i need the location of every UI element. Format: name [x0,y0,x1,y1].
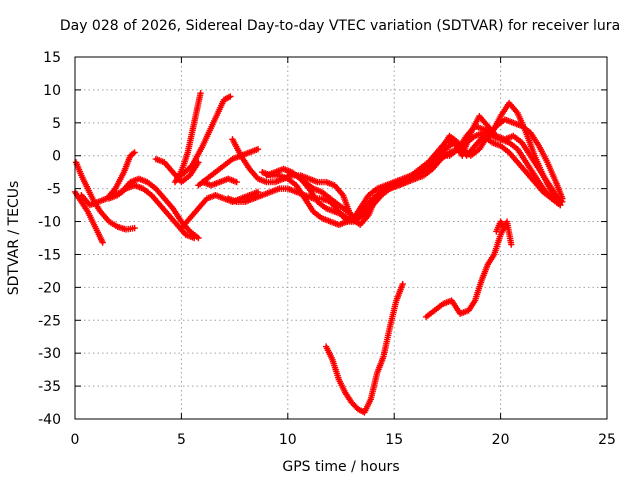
data-point [227,93,234,100]
y-axis-label: SDTVAR / TECUs [6,181,22,296]
series-arc-19 [493,218,509,235]
data-point [195,234,202,242]
series-line [324,282,405,414]
data-point [508,241,515,248]
series-arc-11 [199,175,240,189]
y-tick-label: -15 [38,247,61,263]
chart-title: Day 028 of 2026, Sidereal Day-to-day VTE… [60,18,620,34]
y-tick-label: -5 [47,182,61,198]
series-arc-2 [71,188,106,246]
y-tick-label: -10 [38,215,61,231]
data-point [131,149,138,156]
series-arc-10 [195,145,262,189]
y-tick-label: 0 [52,149,61,165]
data-point [99,239,106,246]
data-point-fill [129,150,137,157]
y-tick-label: -25 [38,313,61,329]
series-line [424,220,513,319]
y-tick-label: -20 [38,280,61,296]
data-point [501,224,509,232]
series-arc-1 [72,159,138,233]
x-tick-label: 10 [279,432,297,448]
y-tick-label: -30 [38,346,61,362]
y-tick-label: -35 [38,379,61,395]
series-arc-9 [178,188,262,232]
data-point [131,224,138,232]
series-arc-8 [178,93,234,179]
data-point [254,145,262,153]
series-arc-3 [78,149,138,209]
x-tick-label: 25 [598,432,616,448]
grid [75,57,607,419]
y-tick-label: 15 [43,50,61,66]
data-point [233,178,240,186]
x-tick-label: 20 [492,432,510,448]
x-tick-label: 15 [385,432,403,448]
data-point [197,90,204,97]
x-axis-label: GPS time / hours [282,459,399,475]
data-series [71,90,566,416]
series-arc-18 [422,218,515,321]
x-tick-label: 5 [177,432,186,448]
data-point [399,280,406,288]
data-point [254,188,262,196]
series-arc-17 [322,280,406,416]
plot-frame [74,56,608,420]
axis-ticks: 0 5 10 15 20 25 -40 -35 -30 -25 -20 -15 -10 -5 0 5 10 15 [38,50,616,448]
y-tick-label: -40 [38,412,61,428]
y-tick-label: 10 [43,83,61,99]
series-arc-16 [284,99,564,222]
data-point [556,198,564,205]
y-tick-label: 5 [52,116,61,132]
x-tick-label: 0 [71,432,80,448]
